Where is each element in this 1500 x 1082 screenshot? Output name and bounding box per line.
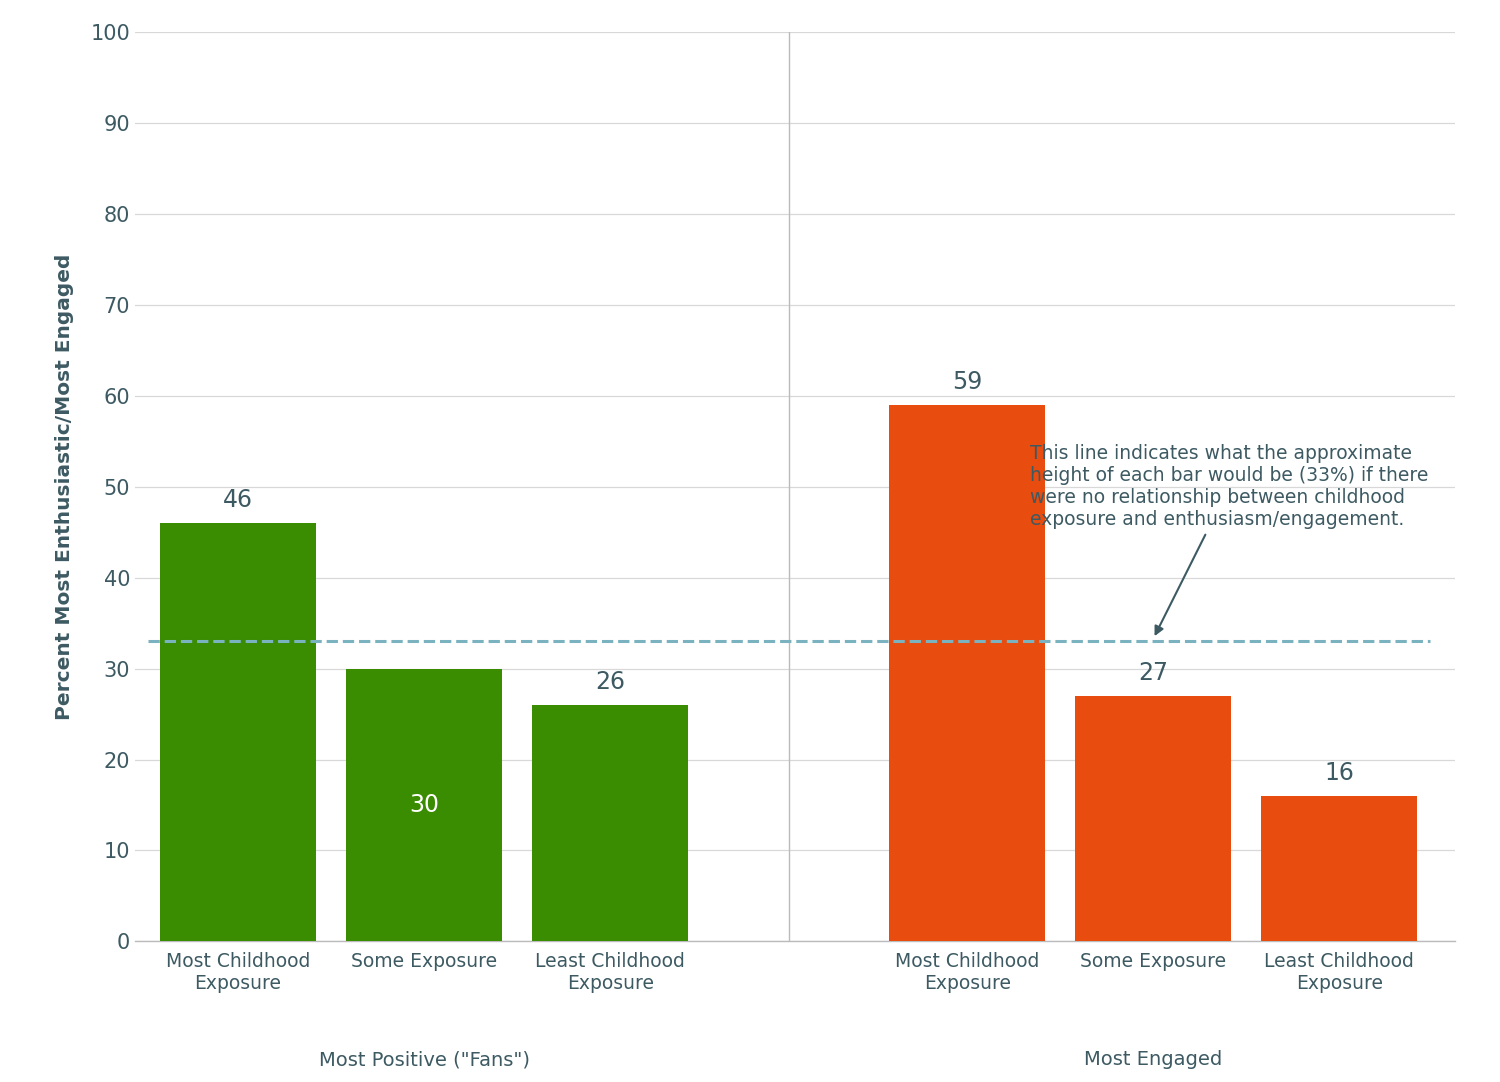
Text: 59: 59 bbox=[952, 370, 982, 394]
Text: 26: 26 bbox=[596, 670, 626, 695]
Bar bbox=[160, 524, 316, 941]
Bar bbox=[1076, 696, 1232, 941]
Bar bbox=[890, 405, 1046, 941]
Text: 46: 46 bbox=[224, 488, 254, 513]
Bar bbox=[346, 669, 502, 941]
Bar bbox=[532, 705, 688, 941]
Text: Most Engaged: Most Engaged bbox=[1084, 1051, 1222, 1069]
Text: This line indicates what the approximate
height of each bar would be (33%) if th: This line indicates what the approximate… bbox=[1030, 445, 1428, 634]
Text: 16: 16 bbox=[1324, 761, 1354, 786]
Text: 30: 30 bbox=[410, 793, 440, 817]
Text: 27: 27 bbox=[1138, 661, 1168, 685]
Bar bbox=[1262, 796, 1418, 941]
Y-axis label: Percent Most Enthusiastic/Most Engaged: Percent Most Enthusiastic/Most Engaged bbox=[54, 253, 74, 721]
Text: Most Positive ("Fans"): Most Positive ("Fans") bbox=[318, 1051, 530, 1069]
